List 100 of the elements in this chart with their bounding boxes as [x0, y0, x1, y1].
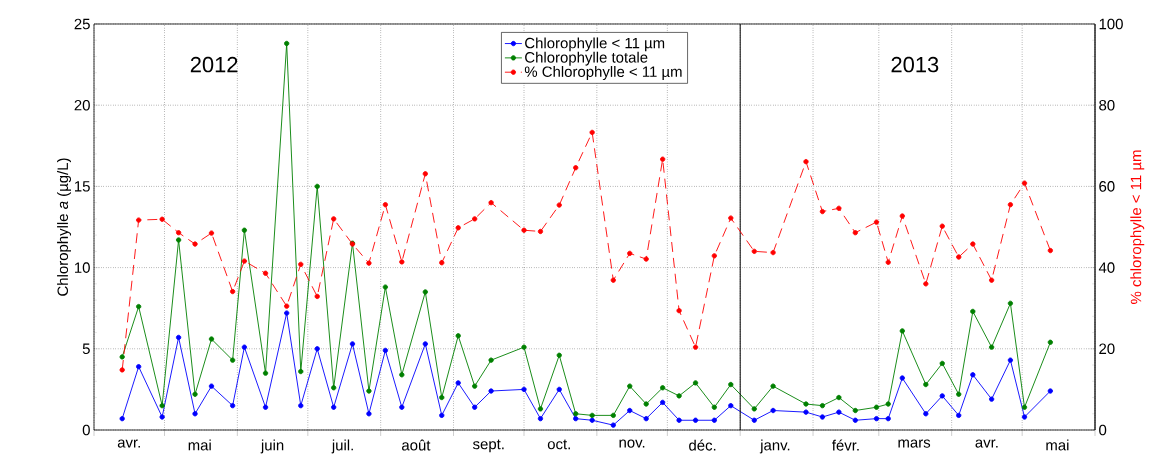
x-tick-label: déc. [689, 439, 716, 451]
y-axis-title: Chlorophylle a (µg/L) [57, 158, 71, 296]
legend-label: Chlorophylle < 11 µm [525, 37, 665, 52]
point [136, 217, 142, 223]
point [521, 386, 527, 393]
point [939, 223, 945, 229]
point [676, 307, 682, 314]
point [610, 412, 616, 419]
point [175, 230, 182, 236]
point [751, 406, 757, 412]
legend-label: Chlorophylle totale [525, 51, 648, 66]
point [728, 381, 734, 388]
point [537, 415, 544, 422]
point [692, 380, 699, 386]
point [923, 411, 929, 417]
point [819, 403, 826, 409]
point [241, 227, 248, 233]
x-tick-label: mai [1046, 439, 1069, 451]
point [660, 385, 666, 391]
y2-tick-label: 0 [1099, 424, 1107, 436]
point [472, 404, 478, 410]
point [970, 372, 976, 378]
point [939, 393, 945, 399]
point [1047, 388, 1053, 394]
point [119, 367, 125, 373]
point [455, 225, 461, 231]
point [956, 254, 962, 260]
x-tick-label: oct. [547, 439, 570, 450]
point [1047, 247, 1053, 254]
point [314, 293, 320, 300]
x-tick-label: avr. [117, 439, 140, 448]
point [1047, 339, 1053, 345]
point [956, 412, 962, 419]
point [439, 260, 445, 266]
point [262, 270, 269, 276]
point [676, 393, 682, 399]
point [382, 347, 389, 354]
point [751, 417, 757, 423]
point [819, 414, 826, 420]
point [873, 404, 880, 410]
point [230, 357, 236, 363]
point [939, 360, 945, 367]
point [610, 277, 616, 283]
point [643, 401, 649, 407]
point [399, 372, 405, 378]
point [439, 412, 445, 419]
x-tick-label: mars [898, 439, 931, 448]
x-tick-label: mai [188, 439, 211, 451]
point [770, 383, 776, 389]
point [660, 156, 666, 162]
point [852, 407, 858, 414]
point [556, 352, 562, 358]
y-tick-label: 0 [82, 424, 90, 436]
x-tick-label: août [402, 439, 431, 451]
point [298, 403, 304, 409]
point [537, 406, 544, 412]
point [159, 414, 165, 420]
point [472, 383, 478, 389]
point [573, 165, 579, 171]
point [230, 403, 236, 409]
point [1021, 180, 1028, 186]
point [284, 40, 290, 47]
point [119, 415, 125, 422]
point [192, 411, 198, 417]
point [803, 409, 809, 415]
point [488, 200, 494, 206]
y2-tick-label: 20 [1099, 343, 1115, 355]
point [331, 385, 337, 391]
annotation: 2013 [891, 56, 939, 73]
point [284, 303, 290, 309]
y2-tick-label: 80 [1099, 99, 1115, 111]
point [711, 404, 717, 410]
point [885, 259, 891, 265]
y2-tick-label: 40 [1098, 262, 1115, 273]
point [627, 407, 633, 414]
point [873, 219, 880, 225]
point [885, 401, 891, 407]
point [241, 344, 248, 350]
point [175, 237, 182, 243]
point [660, 399, 666, 406]
point [728, 403, 734, 409]
x-tick-label: févr. [832, 439, 859, 451]
point [439, 394, 445, 401]
point [803, 401, 809, 407]
point [923, 381, 929, 388]
point [770, 249, 776, 256]
point [711, 417, 717, 423]
point [589, 129, 595, 136]
point [627, 250, 633, 257]
point [643, 415, 649, 422]
point [488, 388, 494, 394]
point [314, 183, 320, 190]
point [366, 411, 372, 417]
point [627, 383, 633, 389]
point [208, 230, 215, 236]
y-tick-label: 25 [74, 18, 90, 30]
y-tick-label: 10 [75, 262, 90, 273]
y2-tick-label: 60 [1099, 181, 1115, 192]
point [751, 248, 757, 254]
point [589, 417, 595, 423]
